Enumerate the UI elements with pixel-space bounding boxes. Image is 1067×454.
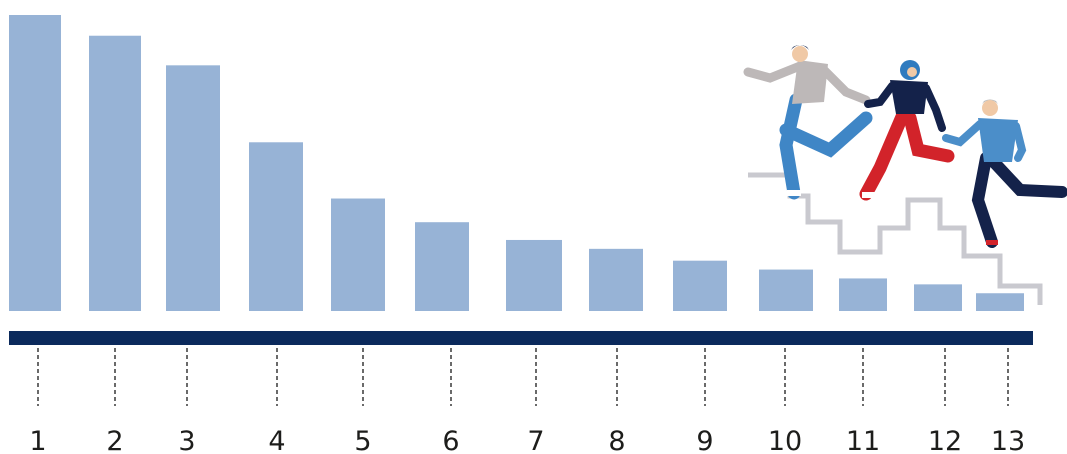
bar-7 xyxy=(506,239,562,311)
running-woman-icon xyxy=(859,60,955,201)
bar-11 xyxy=(839,278,887,311)
running-man-icon xyxy=(743,45,873,200)
bar-2 xyxy=(89,35,141,311)
bars-group xyxy=(9,15,1024,311)
tick-labels-group: 1 2 3 4 5 6 7 8 9 10 11 12 13 xyxy=(29,426,1025,454)
bar-4 xyxy=(249,142,303,311)
tick-label-2: 2 xyxy=(106,426,123,454)
running-older-man-icon xyxy=(942,99,1067,248)
bar-6 xyxy=(415,222,469,311)
tick-label-9: 9 xyxy=(696,426,713,454)
bar-5 xyxy=(331,198,385,311)
tick-label-10: 10 xyxy=(768,426,802,454)
x-axis-bar xyxy=(9,331,1033,345)
tick-label-4: 4 xyxy=(268,426,285,454)
tick-label-8: 8 xyxy=(608,426,625,454)
bar-9 xyxy=(673,260,727,311)
bar-13 xyxy=(976,293,1024,311)
tick-label-11: 11 xyxy=(846,426,880,454)
stairs-icon xyxy=(748,172,1043,305)
tick-label-1: 1 xyxy=(29,426,46,454)
bar-8 xyxy=(589,248,643,311)
tick-label-5: 5 xyxy=(354,426,371,454)
tick-label-7: 7 xyxy=(527,426,544,454)
bar-1 xyxy=(9,15,61,311)
tick-label-3: 3 xyxy=(178,426,195,454)
bar-12 xyxy=(914,284,962,311)
tick-lines-group xyxy=(37,348,1009,406)
bar-10 xyxy=(759,269,813,311)
bar-3 xyxy=(166,65,220,311)
family-running-up-stairs-illustration xyxy=(743,45,1067,305)
tick-label-6: 6 xyxy=(442,426,459,454)
tick-label-12: 12 xyxy=(928,426,962,454)
tick-label-13: 13 xyxy=(991,426,1025,454)
